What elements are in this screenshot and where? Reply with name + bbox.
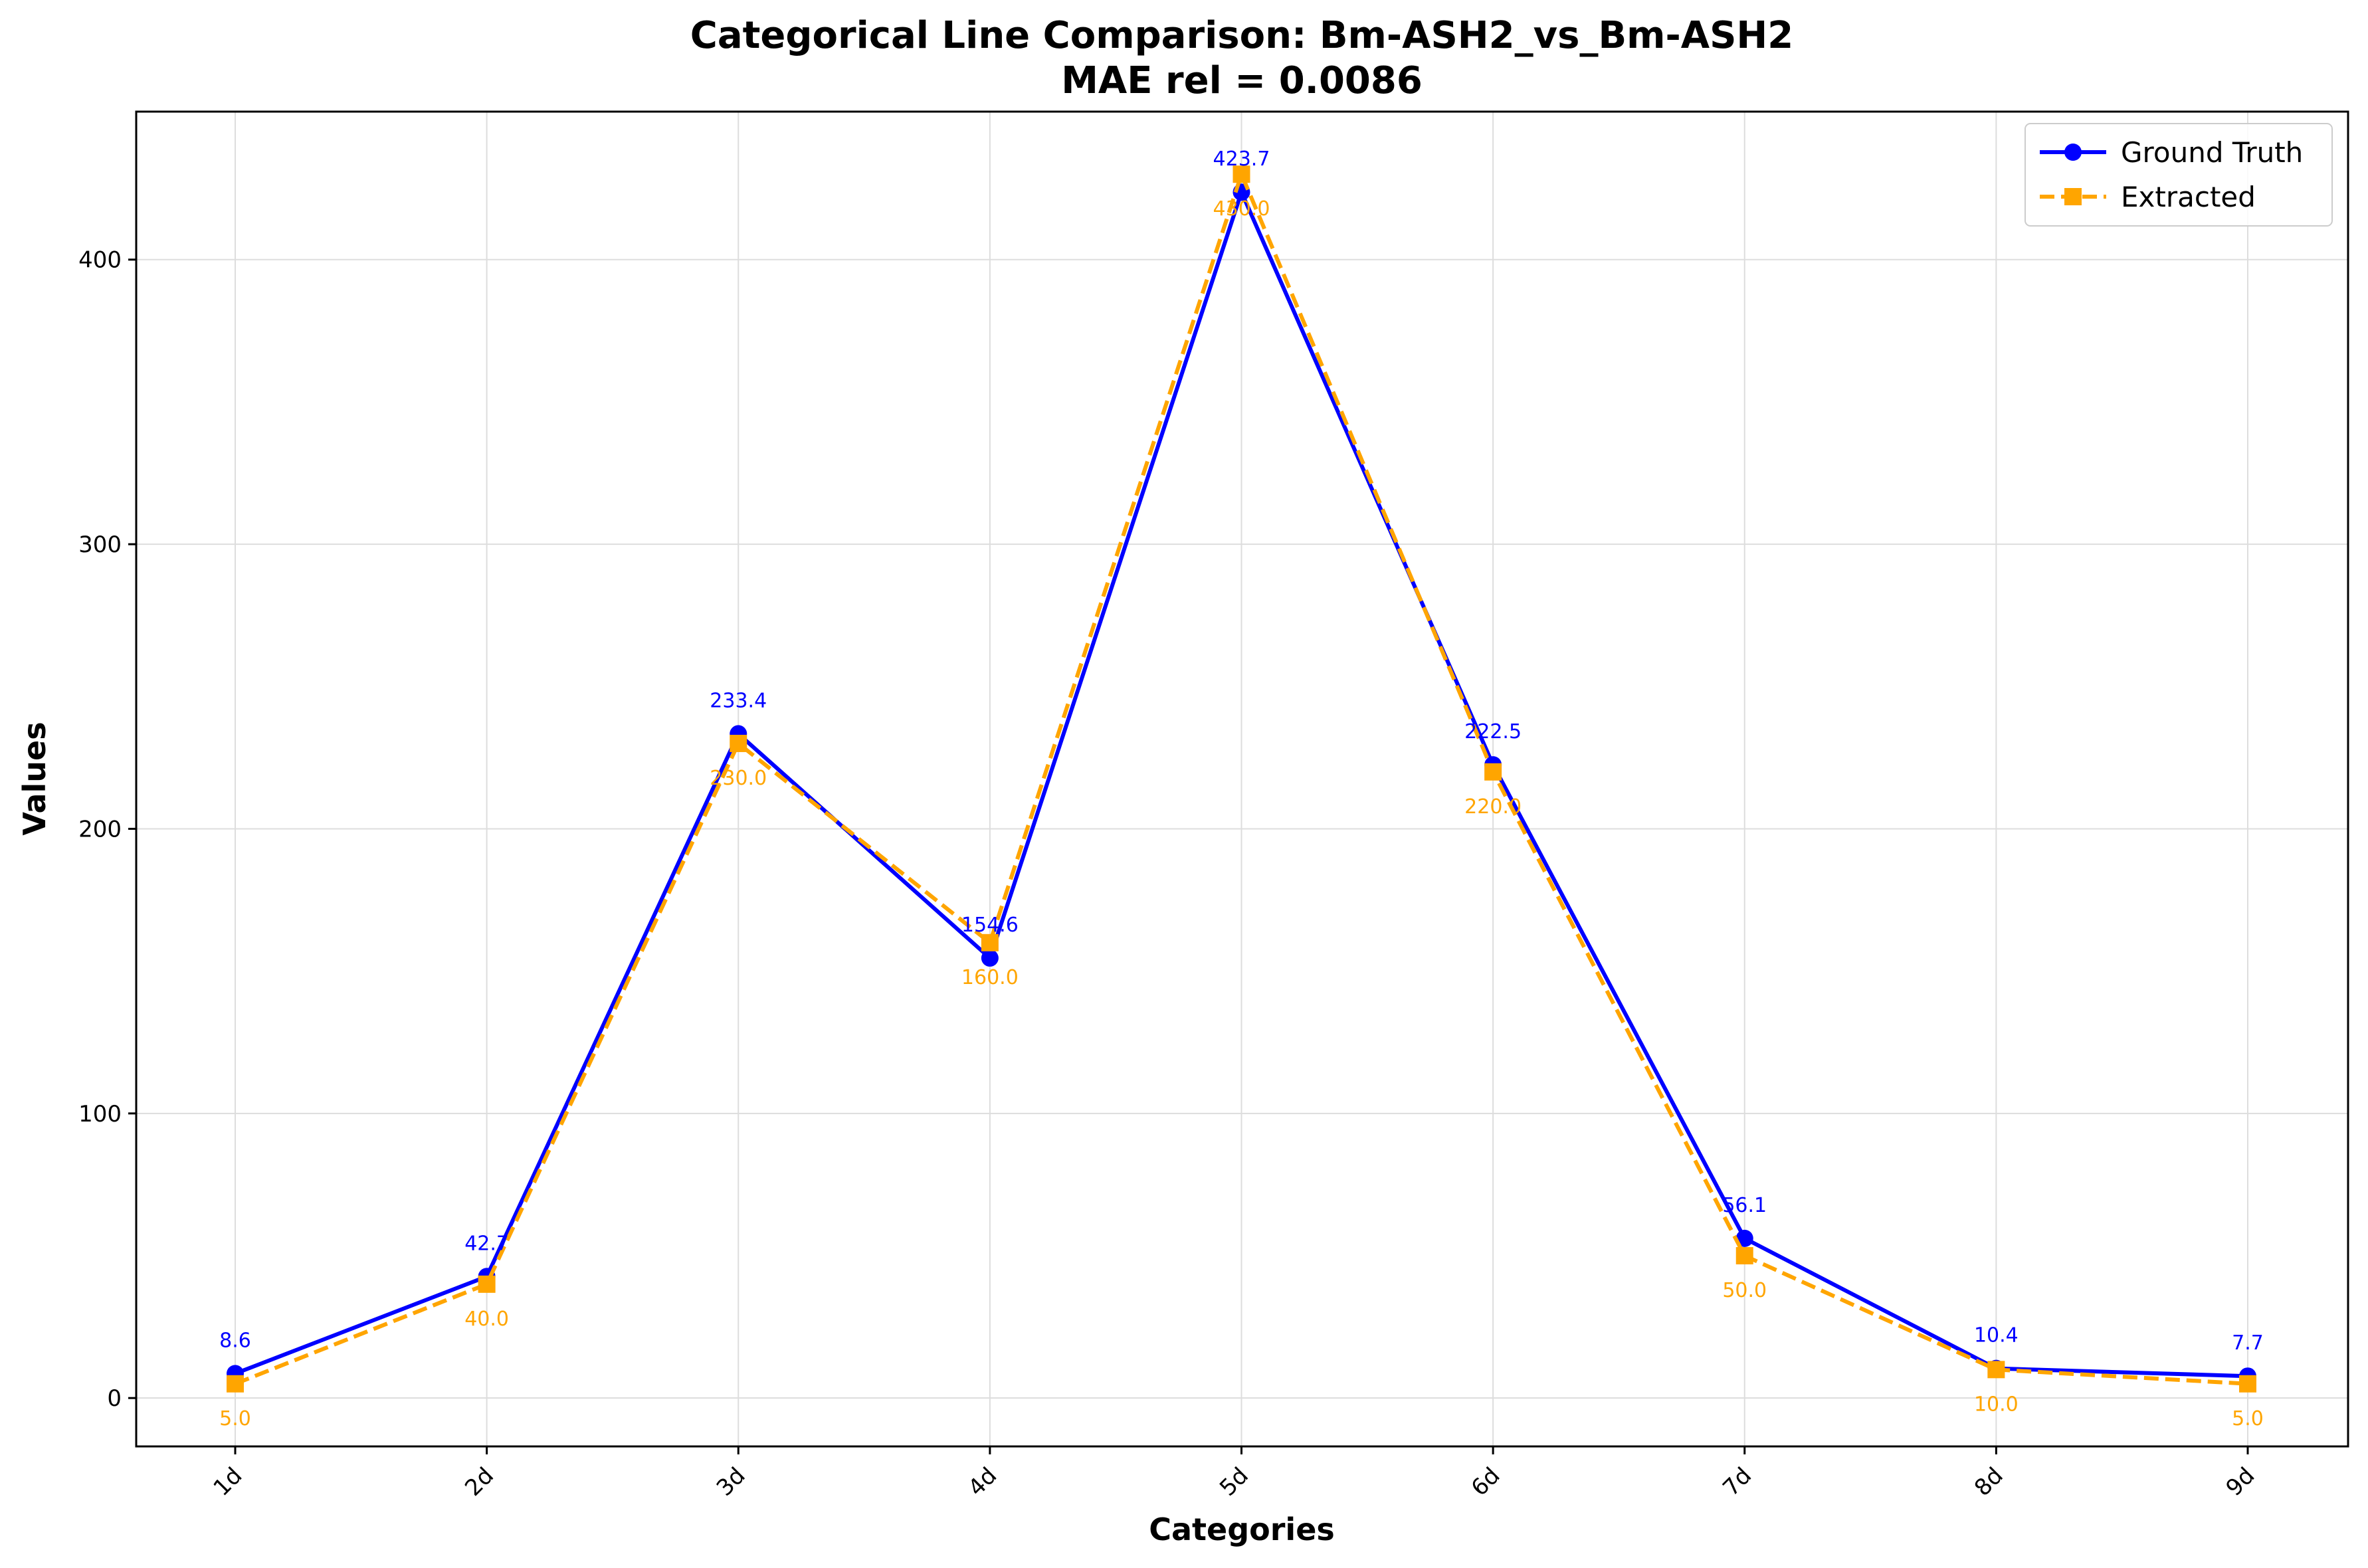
data-point-extracted (981, 933, 999, 951)
legend-box (2024, 123, 2333, 227)
y-axis-ticks: 0 100 200 300 400 (78, 247, 136, 1412)
series-line-extracted (234, 172, 2248, 1386)
x-tick-label: 3d (712, 1462, 751, 1502)
y-tick-label: 200 (78, 816, 122, 842)
chart-subtitle: MAE rel = 0.0086 (1061, 59, 1423, 102)
data-label-ground-truth: 8.6 (219, 1329, 251, 1352)
x-tick-label: 5d (1215, 1462, 1254, 1502)
data-label-layer: 8.6 42.7 233.4 154.6 423.7 222.5 56.1 10.4 7.7 5.… (219, 147, 2264, 1430)
x-tick-label: 7d (1718, 1462, 1757, 1502)
data-label-ground-truth: 56.1 (1722, 1194, 1767, 1217)
data-label-ground-truth: 42.7 (464, 1232, 509, 1255)
x-axis-label: Categories (1149, 1512, 1335, 1547)
legend-extracted-marker (2064, 188, 2082, 205)
legend: Ground Truth Extracted (2024, 123, 2333, 227)
y-tick-label: 300 (78, 532, 122, 558)
data-label-ground-truth: 10.4 (1974, 1324, 2019, 1347)
data-label-extracted: 10.0 (1974, 1393, 2019, 1416)
x-tick-label: 4d (963, 1462, 1002, 1502)
legend-ground-truth-label: Ground Truth (2121, 136, 2303, 169)
data-point-extracted (1484, 763, 1502, 781)
data-label-extracted: 5.0 (2232, 1407, 2264, 1430)
data-label-ground-truth: 222.5 (1464, 720, 1522, 743)
x-axis-ticks: 1d 2d 3d 4d 5d 6d 7d 8d 9d (209, 1446, 2260, 1502)
x-tick-label: 9d (2221, 1462, 2260, 1502)
data-label-ground-truth: 154.6 (961, 914, 1019, 937)
data-point-ground-truth (1735, 1229, 1753, 1247)
data-label-extracted: 50.0 (1722, 1279, 1767, 1302)
x-tick-label: 8d (1969, 1462, 2009, 1502)
data-label-extracted: 160.0 (961, 966, 1019, 989)
data-point-extracted (1735, 1247, 1753, 1264)
legend-extracted-label: Extracted (2121, 181, 2256, 213)
data-point-extracted (478, 1275, 496, 1293)
data-point-extracted (227, 1375, 244, 1393)
y-tick-label: 100 (78, 1101, 122, 1127)
series-layer (227, 165, 2256, 1393)
data-label-extracted: 5.0 (219, 1407, 251, 1430)
y-tick-label: 400 (78, 247, 122, 274)
data-point-extracted (730, 734, 747, 752)
data-point-ground-truth (981, 949, 999, 967)
chart-title: Categorical Line Comparison: Bm-ASH2_vs_… (690, 14, 1793, 57)
data-label-ground-truth: 423.7 (1213, 147, 1270, 171)
x-tick-label: 1d (209, 1462, 248, 1502)
data-label-ground-truth: 233.4 (710, 689, 767, 712)
legend-ground-truth-marker (2064, 144, 2082, 161)
data-label-extracted: 430.0 (1213, 197, 1270, 221)
y-axis-label: Values (17, 722, 52, 835)
data-point-extracted (2239, 1375, 2256, 1393)
data-label-extracted: 40.0 (464, 1308, 509, 1331)
data-label-extracted: 220.0 (1464, 795, 1522, 819)
data-point-extracted (1987, 1361, 2005, 1379)
x-tick-label: 6d (1466, 1462, 1506, 1502)
data-point-extracted (1233, 165, 1250, 183)
x-tick-label: 2d (460, 1462, 499, 1502)
data-label-ground-truth: 7.7 (2232, 1331, 2264, 1355)
y-tick-label: 0 (107, 1385, 122, 1412)
data-label-extracted: 230.0 (710, 767, 767, 790)
